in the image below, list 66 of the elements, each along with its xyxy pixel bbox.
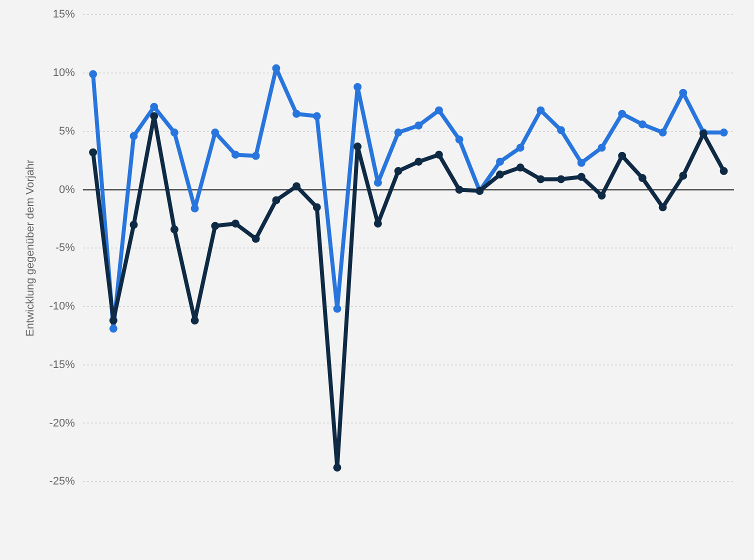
point bbox=[516, 164, 524, 172]
point bbox=[109, 324, 118, 333]
y-tick-label: 10% bbox=[52, 67, 76, 80]
point bbox=[658, 203, 667, 212]
point bbox=[658, 128, 667, 137]
point bbox=[292, 182, 301, 190]
point bbox=[354, 82, 362, 91]
point bbox=[638, 120, 646, 128]
point bbox=[557, 175, 566, 184]
point bbox=[89, 70, 98, 78]
point bbox=[720, 128, 728, 137]
point bbox=[577, 172, 586, 181]
point bbox=[536, 106, 545, 114]
point bbox=[292, 110, 301, 118]
point bbox=[638, 174, 646, 182]
point bbox=[211, 222, 220, 230]
point bbox=[130, 220, 138, 229]
point bbox=[679, 172, 688, 180]
point bbox=[434, 106, 443, 114]
point bbox=[170, 128, 178, 137]
point bbox=[394, 128, 402, 137]
y-tick-label: 0% bbox=[58, 184, 76, 196]
point bbox=[354, 142, 362, 151]
point bbox=[455, 136, 464, 144]
y-tick-label: -20% bbox=[49, 417, 76, 430]
point bbox=[516, 144, 524, 152]
point bbox=[231, 220, 240, 228]
point bbox=[272, 196, 280, 204]
point bbox=[496, 158, 504, 166]
point bbox=[312, 203, 321, 212]
point bbox=[333, 304, 342, 313]
point bbox=[414, 122, 423, 130]
y-tick-label: 15% bbox=[52, 8, 76, 21]
point bbox=[434, 150, 443, 159]
point bbox=[455, 186, 464, 194]
point bbox=[150, 112, 158, 120]
point bbox=[89, 148, 98, 156]
point bbox=[109, 316, 118, 324]
point bbox=[598, 192, 606, 200]
point bbox=[252, 234, 260, 243]
point bbox=[374, 220, 382, 228]
y-tick-label: -25% bbox=[49, 476, 76, 488]
point bbox=[577, 158, 586, 167]
point bbox=[618, 152, 626, 160]
point bbox=[252, 152, 260, 160]
point bbox=[496, 170, 504, 179]
point bbox=[170, 225, 178, 234]
point bbox=[374, 178, 382, 187]
y-tick-label: -10% bbox=[49, 300, 76, 313]
point bbox=[312, 112, 321, 120]
y-tick-label: 5% bbox=[58, 125, 76, 138]
y-tick-label: -15% bbox=[49, 358, 76, 371]
point bbox=[618, 110, 626, 118]
point bbox=[557, 126, 566, 134]
point bbox=[333, 464, 342, 472]
point bbox=[130, 132, 138, 140]
point bbox=[150, 102, 158, 111]
point bbox=[272, 64, 280, 72]
point bbox=[394, 167, 402, 176]
y-tick-label: -5% bbox=[55, 242, 76, 254]
y-axis-title: Entwicklung gegenüber dem Vorjahr bbox=[24, 159, 37, 336]
point bbox=[720, 167, 728, 176]
point bbox=[598, 144, 606, 152]
point bbox=[536, 175, 545, 184]
point bbox=[414, 158, 423, 166]
point bbox=[231, 150, 240, 159]
